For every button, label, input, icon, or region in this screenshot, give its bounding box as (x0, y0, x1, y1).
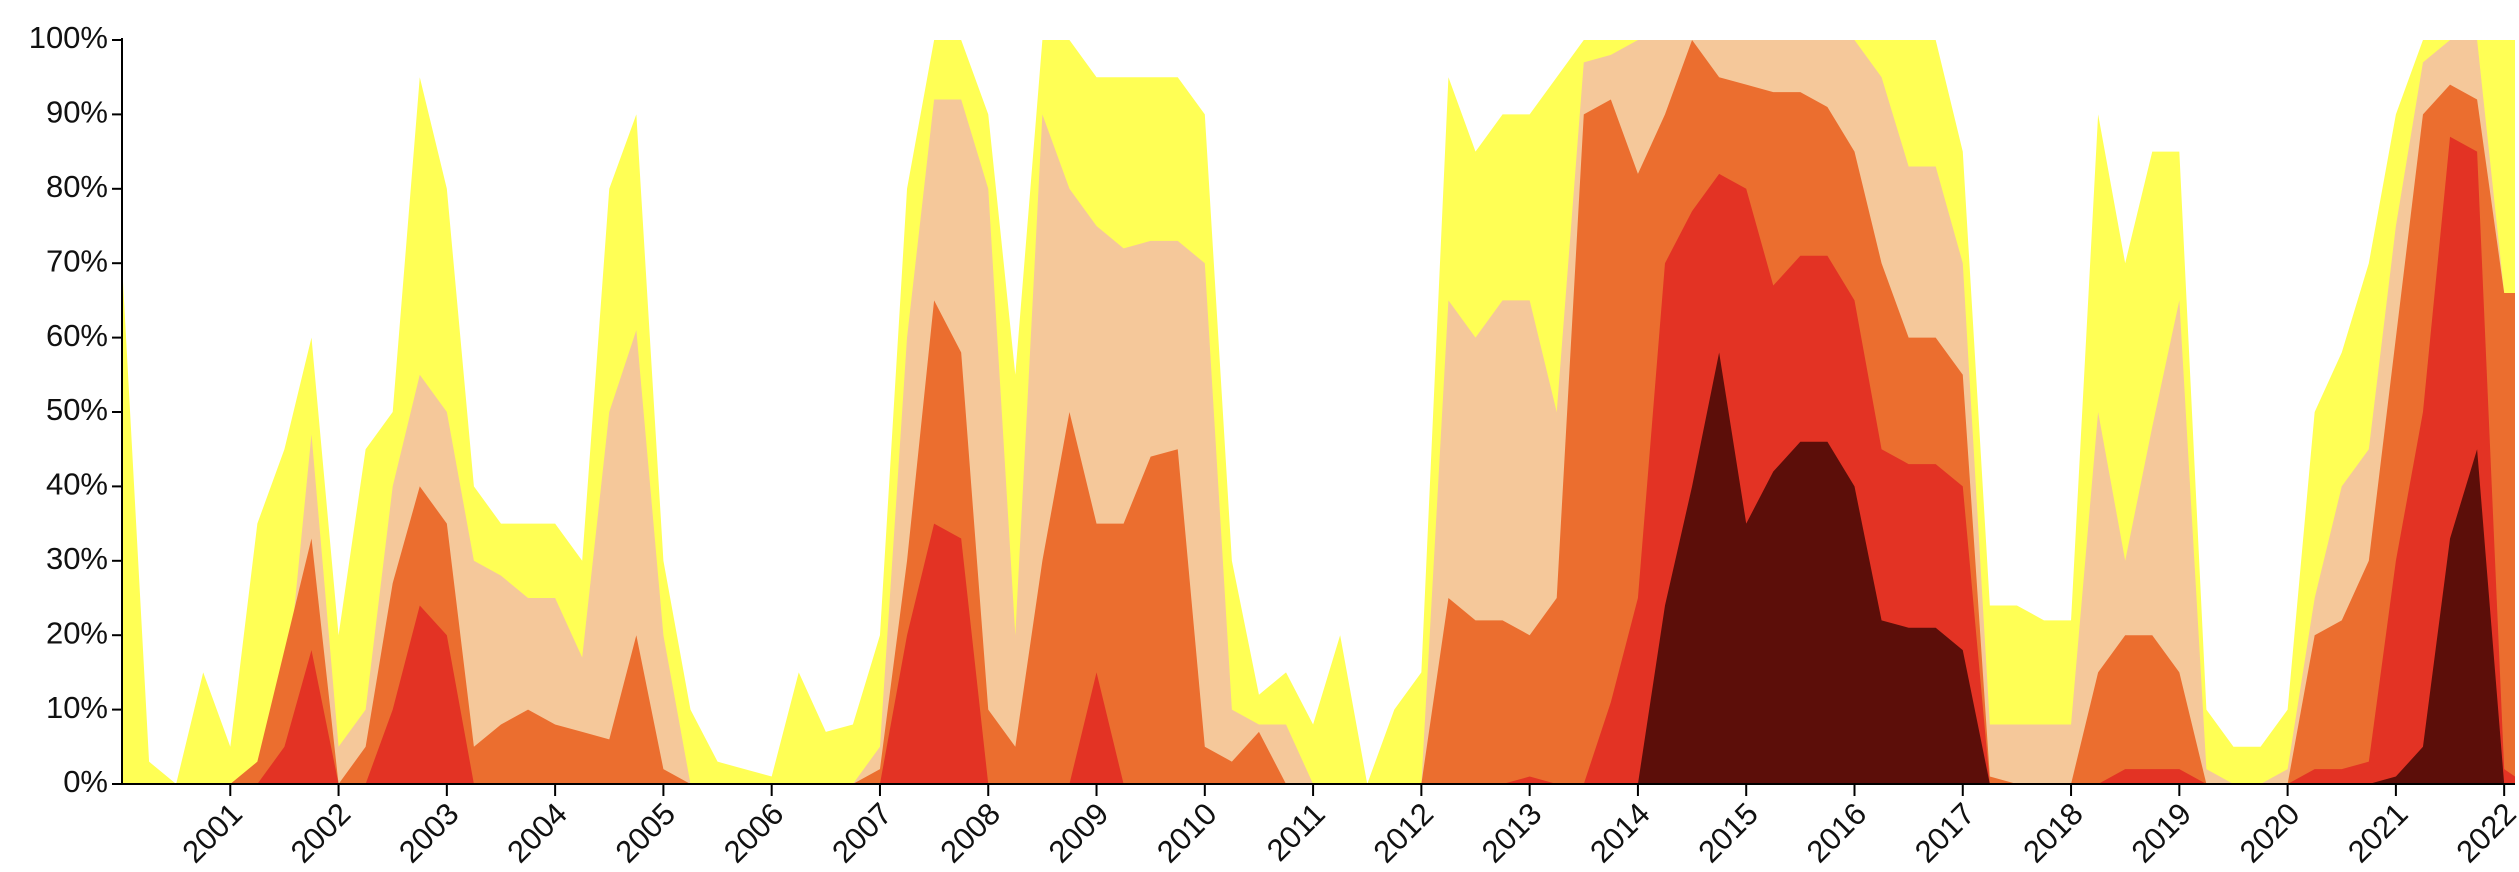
y-tick-label: 20% (46, 615, 108, 650)
x-tick-label: 2013 (1475, 796, 1549, 870)
area (122, 352, 2515, 784)
y-tick-label: 100% (29, 20, 108, 55)
x-tick-label: 2007 (825, 796, 899, 870)
y-tick-label: 50% (46, 392, 108, 427)
x-tick-label: 2016 (1800, 796, 1874, 870)
x-tick-label: 2019 (2125, 796, 2199, 870)
x-tick-label: 2017 (1908, 796, 1982, 870)
y-tick-label: 70% (46, 243, 108, 278)
x-tick-label: 2020 (2233, 796, 2307, 870)
y-tick-label: 10% (46, 690, 108, 725)
x-tick-label: 2006 (717, 796, 791, 870)
x-tick-label: 2003 (392, 796, 466, 870)
x-tick-label: 2002 (284, 796, 358, 870)
x-tick-label: 2011 (1260, 796, 1332, 868)
y-tick-label: 80% (46, 169, 108, 204)
y-tick-label: 90% (46, 95, 108, 130)
x-tick-label: 2021 (2341, 796, 2415, 870)
x-tick-label: 2014 (1583, 796, 1657, 870)
x-tick-label: 2009 (1042, 796, 1116, 870)
y-tick-label: 0% (63, 764, 108, 799)
x-tick-label: 2001 (176, 796, 250, 870)
x-tick-label: 2005 (609, 796, 683, 870)
x-tick-label: 2008 (933, 796, 1007, 870)
x-tick-label: 2015 (1691, 796, 1765, 870)
y-tick-label: 30% (46, 541, 108, 576)
area (122, 136, 2515, 785)
x-tick-label: 2018 (2016, 796, 2090, 870)
x-tick-label: 2012 (1367, 796, 1441, 870)
x-tick-label: 2004 (500, 796, 574, 870)
y-tick-label: 60% (46, 318, 108, 353)
y-tick-label: 40% (46, 467, 108, 502)
x-tick-label: 2010 (1150, 796, 1224, 870)
x-tick-label: 2022 (2449, 796, 2519, 870)
